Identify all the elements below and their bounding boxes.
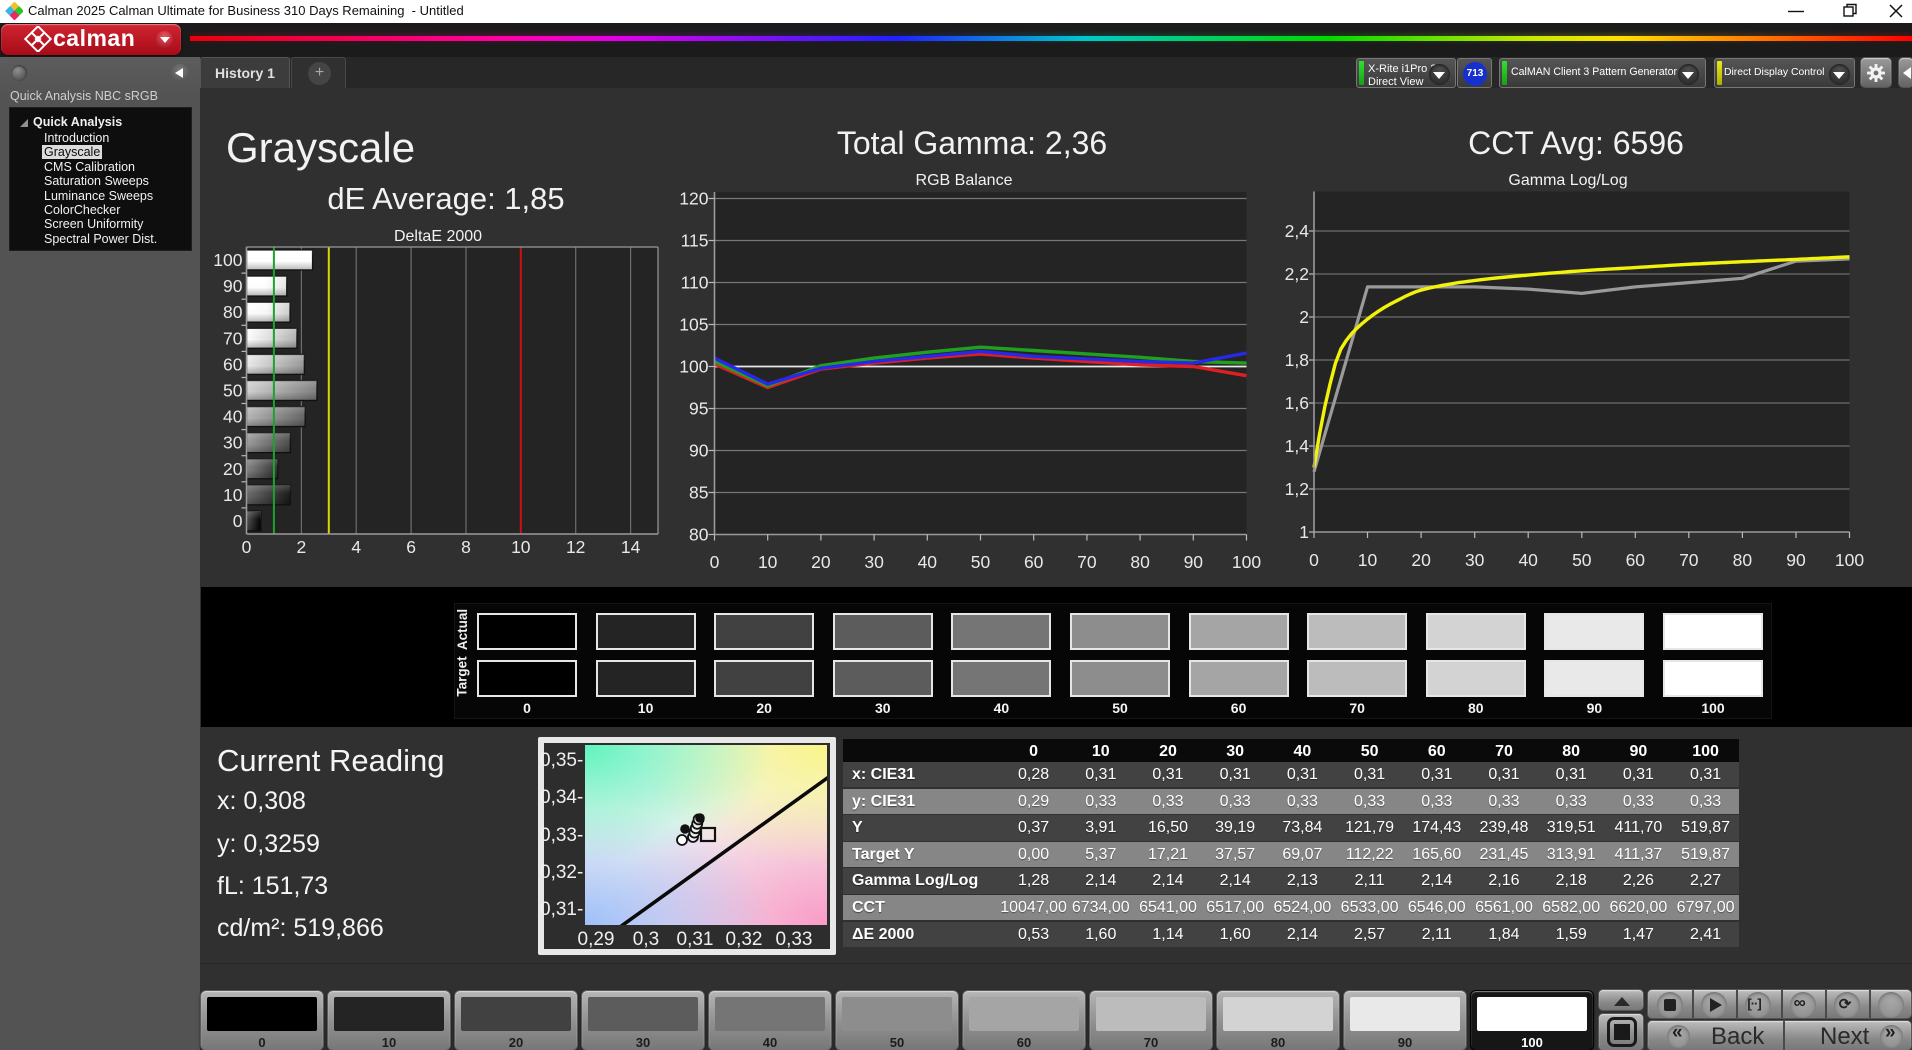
svg-text:20: 20 (811, 552, 831, 572)
svg-text:105: 105 (679, 315, 708, 335)
svg-text:90: 90 (223, 276, 243, 296)
svg-text:10: 10 (1358, 550, 1378, 570)
svg-text:80: 80 (1130, 552, 1150, 572)
svg-text:1,4: 1,4 (1285, 436, 1310, 456)
svg-text:12: 12 (566, 537, 585, 557)
svg-text:1,2: 1,2 (1285, 479, 1309, 499)
svg-text:95: 95 (689, 399, 708, 419)
svg-text:100: 100 (1835, 550, 1864, 570)
svg-text:120: 120 (679, 189, 708, 209)
svg-text:1,8: 1,8 (1285, 350, 1309, 370)
svg-text:0: 0 (233, 511, 243, 531)
svg-text:60: 60 (223, 354, 243, 374)
svg-text:1: 1 (1299, 522, 1309, 542)
svg-text:50: 50 (223, 381, 243, 401)
svg-text:50: 50 (1572, 550, 1592, 570)
svg-text:20: 20 (223, 459, 243, 479)
svg-text:40: 40 (918, 552, 938, 572)
svg-text:70: 70 (223, 328, 243, 348)
svg-text:80: 80 (1733, 550, 1753, 570)
svg-text:90: 90 (689, 441, 709, 461)
svg-text:20: 20 (1411, 550, 1431, 570)
svg-text:100: 100 (679, 357, 708, 377)
svg-text:60: 60 (1626, 550, 1646, 570)
svg-text:90: 90 (1184, 552, 1204, 572)
svg-text:8: 8 (461, 537, 471, 557)
svg-text:30: 30 (864, 552, 884, 572)
svg-text:0: 0 (1309, 550, 1319, 570)
svg-text:40: 40 (223, 407, 243, 427)
svg-text:80: 80 (223, 302, 243, 322)
svg-text:10: 10 (223, 485, 243, 505)
svg-text:70: 70 (1077, 552, 1097, 572)
svg-text:4: 4 (351, 537, 361, 557)
svg-text:1,6: 1,6 (1285, 393, 1309, 413)
svg-text:100: 100 (213, 250, 242, 270)
svg-text:80: 80 (689, 525, 709, 545)
svg-text:14: 14 (621, 537, 641, 557)
svg-text:10: 10 (511, 537, 531, 557)
svg-text:50: 50 (971, 552, 991, 572)
svg-text:2: 2 (297, 537, 307, 557)
svg-text:2: 2 (1299, 307, 1309, 327)
svg-text:85: 85 (689, 483, 708, 503)
svg-text:70: 70 (1679, 550, 1699, 570)
svg-text:90: 90 (1786, 550, 1806, 570)
svg-text:60: 60 (1024, 552, 1044, 572)
svg-text:10: 10 (758, 552, 778, 572)
svg-text:110: 110 (681, 273, 709, 293)
svg-text:30: 30 (223, 433, 243, 453)
svg-text:40: 40 (1518, 550, 1538, 570)
svg-text:6: 6 (406, 537, 416, 557)
svg-text:0: 0 (710, 552, 720, 572)
svg-text:2,2: 2,2 (1285, 264, 1309, 284)
svg-text:2,4: 2,4 (1285, 221, 1310, 241)
svg-text:100: 100 (1232, 552, 1261, 572)
svg-text:115: 115 (681, 231, 709, 251)
svg-text:30: 30 (1465, 550, 1485, 570)
svg-text:0: 0 (242, 537, 252, 557)
